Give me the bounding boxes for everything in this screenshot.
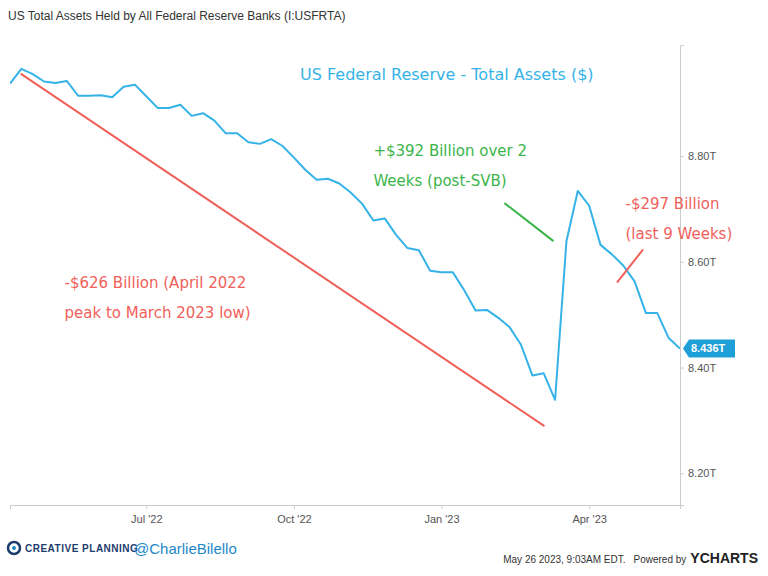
annotation-line — [505, 204, 553, 241]
tick-mark — [146, 505, 147, 509]
brand-icon — [8, 542, 20, 554]
tick-mark — [680, 473, 684, 474]
background — [0, 0, 768, 576]
tick: Jul '22 — [131, 505, 162, 525]
tick-label: Apr '23 — [572, 513, 607, 525]
x-axis: Jul '22 Oct '22 Jan '23 Apr '23 — [11, 505, 681, 525]
chart: US Total Assets Held by All Federal Rese… — [0, 0, 768, 576]
annotation-line — [618, 250, 643, 282]
annotation: -$626 Billion (April 2022 peak to March 2… — [21, 74, 543, 426]
plot-area — [10, 69, 680, 400]
source: YCHARTS — [690, 550, 758, 566]
last-value-label: 8.436T — [683, 339, 735, 357]
tick: 8.20T — [680, 467, 716, 479]
tick-mark — [589, 505, 590, 509]
tick-mark — [294, 505, 295, 509]
annotation-line — [21, 74, 543, 426]
tick: 8.40T — [680, 362, 716, 374]
tick-label: Jul '22 — [131, 513, 162, 525]
label-box — [683, 339, 735, 357]
tick-label: Jan '23 — [424, 513, 459, 525]
tick-label: 8.60T — [688, 256, 716, 268]
annotation-text: Weeks (post-SVB) — [373, 172, 506, 190]
title: US Federal Reserve - Total Assets ($) — [300, 65, 594, 84]
annotation-text: -$297 Billion — [625, 195, 719, 213]
tick-mark — [680, 368, 684, 369]
tick-label: 8.40T — [688, 362, 716, 374]
annotation-text: +$392 Billion over 2 — [373, 142, 527, 160]
axis-line — [681, 46, 685, 506]
tick-label: 8.20T — [688, 467, 716, 479]
annotation: -$297 Billion (last 9 Weeks) — [618, 195, 733, 282]
brand: CREATIVE PLANNING — [25, 543, 138, 554]
annotation: +$392 Billion over 2 Weeks (post-SVB) — [373, 142, 552, 241]
tick-label: Oct '22 — [277, 513, 312, 525]
tick-label: 8.80T — [688, 150, 716, 162]
tick: 8.80T — [680, 150, 716, 162]
powered-by: Powered by — [634, 554, 687, 565]
annotation-text: -$626 Billion (April 2022 — [65, 274, 247, 292]
tick-mark — [680, 156, 684, 157]
y-axis: 8.20T 8.40T 8.60T 8.80T — [680, 46, 716, 506]
source-line: May 26 2023, 9:03AM EDT. Powered byYCHART… — [503, 550, 758, 566]
tick-mark — [442, 505, 443, 509]
annotation-text: peak to March 2023 low) — [65, 304, 251, 322]
annotation-text: (last 9 Weeks) — [625, 225, 732, 243]
series-line — [10, 69, 680, 400]
header: US Total Assets Held by All Federal Rese… — [8, 9, 345, 23]
footer: CREATIVE PLANNING@CharlieBilello May 26 2… — [8, 540, 758, 566]
icon-ring — [8, 542, 20, 554]
tick: 8.60T — [680, 256, 716, 268]
tick: Jan '23 — [424, 505, 459, 525]
handle: @CharlieBilello — [134, 540, 237, 557]
tick-mark — [680, 262, 684, 263]
timestamp: May 26 2023, 9:03AM EDT. — [503, 554, 625, 565]
tick: Oct '22 — [277, 505, 312, 525]
tick: Apr '23 — [572, 505, 607, 525]
label-text: 8.436T — [691, 342, 726, 354]
axis-line — [11, 506, 681, 510]
icon-dot — [12, 546, 16, 550]
